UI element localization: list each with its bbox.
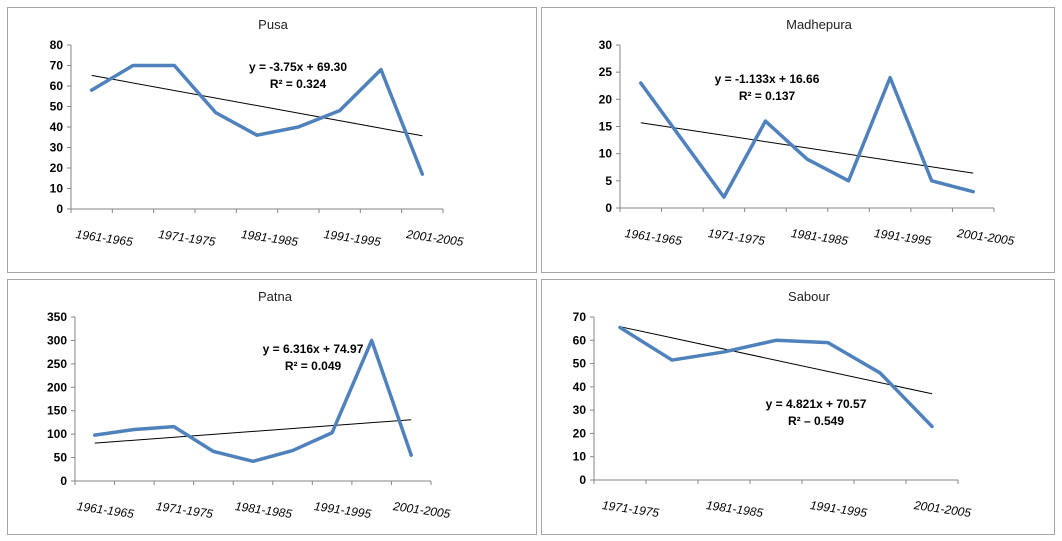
y-tick-label: 0 [605, 201, 612, 215]
x-tick-label: 1981-1985 [790, 226, 849, 248]
y-tick-label: 0 [60, 474, 67, 488]
y-tick-label: 10 [599, 147, 613, 161]
chart-title: Sabour [788, 289, 831, 304]
y-tick-label: 70 [573, 310, 587, 324]
y-tick-label: 350 [47, 310, 67, 324]
y-tick-label: 5 [605, 174, 612, 188]
chart-svg-patna: Patna y = 6.316x + 74.97 R² = 0.049 0 50 1… [47, 289, 452, 521]
x-tick-label: 1971-1975 [707, 226, 766, 248]
chart-title: Pusa [258, 17, 288, 32]
trendline [91, 74, 423, 137]
chart-title: Madhepura [786, 17, 853, 32]
x-tick-label: 1981-1985 [705, 498, 764, 520]
chart-svg-sabour: Sabour y = 4.821x + 70.57 R² – 0.549 0 10… [573, 289, 973, 520]
x-tick-label: 1961-1965 [75, 227, 134, 249]
trendline [640, 122, 974, 174]
chart-panel-patna: Patna y = 6.316x + 74.97 R² = 0.049 0 50 1… [7, 279, 537, 535]
x-tick-label: 1971-1975 [155, 499, 214, 521]
x-tick-label: 1991-1995 [323, 227, 382, 249]
series-line [89, 63, 425, 176]
y-tick-label: 60 [573, 333, 587, 347]
y-tick-label: 60 [50, 79, 64, 93]
chart-panel-pusa: Pusa y = -3.75x + 69.30 R² = 0.324 0 10 20… [7, 7, 537, 273]
x-tick-label: 1961-1965 [76, 499, 135, 521]
y-tick-label: 200 [47, 380, 67, 394]
y-tick-label: 150 [47, 404, 67, 418]
y-tick-label: 70 [50, 59, 64, 73]
trendline [619, 326, 933, 395]
x-tick-label: 2001-2005 [955, 226, 1015, 248]
y-tick-label: 50 [573, 357, 587, 371]
trendline-r2: R² – 0.549 [788, 414, 844, 428]
y-tick-label: 30 [573, 403, 587, 417]
y-tick-label: 10 [573, 450, 587, 464]
x-tick-label: 1981-1985 [240, 227, 299, 249]
y-tick-label: 10 [50, 182, 64, 196]
y-tick-label: 50 [50, 100, 64, 114]
y-tick-label: 40 [50, 120, 64, 134]
series-line [618, 325, 934, 429]
chart-title: Patna [258, 289, 293, 304]
trendline-r2: R² = 0.324 [270, 77, 327, 91]
y-tick-label: 15 [599, 120, 613, 134]
x-tick-label: 1971-1975 [601, 498, 660, 520]
y-tick-label: 250 [47, 357, 67, 371]
trendline-equation: y = -3.75x + 69.30 [249, 60, 347, 74]
chart-panel-madhepura: Madhepura y = -1.133x + 16.66 R² = 0.137… [541, 7, 1055, 273]
y-tick-label: 80 [50, 38, 64, 52]
series-line [93, 338, 413, 464]
y-tick-label: 30 [599, 38, 613, 52]
y-tick-label: 20 [599, 92, 613, 106]
y-tick-label: 300 [47, 333, 67, 347]
x-tick-label: 2001-2005 [405, 227, 465, 249]
chart-svg-pusa: Pusa y = -3.75x + 69.30 R² = 0.324 0 10 20… [50, 17, 465, 249]
y-tick-label: 30 [50, 141, 64, 155]
x-tick-label: 1991-1995 [809, 498, 868, 520]
x-tick-label: 1991-1995 [313, 499, 372, 521]
chart-panel-sabour: Sabour y = 4.821x + 70.57 R² – 0.549 0 10… [541, 279, 1055, 535]
x-tick-label: 1971-1975 [157, 227, 216, 249]
trendline-r2: R² = 0.137 [739, 89, 796, 103]
trendline [94, 419, 412, 444]
y-tick-label: 25 [599, 65, 613, 79]
y-tick-label: 100 [47, 427, 67, 441]
y-tick-label: 0 [579, 473, 586, 487]
series-line [639, 75, 975, 199]
x-tick-label: 1961-1965 [624, 226, 683, 248]
trendline-equation: y = 6.316x + 74.97 [263, 342, 364, 356]
x-tick-label: 1991-1995 [873, 226, 932, 248]
x-tick-label: 2001-2005 [391, 499, 451, 521]
y-tick-label: 50 [54, 451, 68, 465]
y-tick-label: 20 [573, 426, 587, 440]
y-tick-label: 40 [573, 380, 587, 394]
trendline-r2: R² = 0.049 [285, 359, 342, 373]
y-tick-label: 20 [50, 161, 64, 175]
trendline-equation: y = -1.133x + 16.66 [715, 72, 820, 86]
trendline-equation: y = 4.821x + 70.57 [766, 397, 867, 411]
chart-svg-madhepura: Madhepura y = -1.133x + 16.66 R² = 0.137… [599, 17, 1016, 248]
x-tick-label: 1981-1985 [234, 499, 293, 521]
y-tick-label: 0 [56, 202, 63, 216]
x-tick-label: 2001-2005 [912, 498, 972, 520]
